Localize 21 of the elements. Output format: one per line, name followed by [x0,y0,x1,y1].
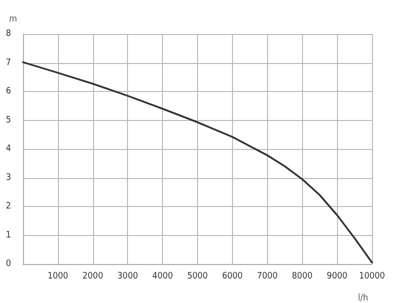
x-tick-label: 7000 [256,272,278,282]
y-tick-label: 1 [6,230,11,240]
x-tick-label: 10000 [359,272,385,282]
x-tick-label: 6000 [222,272,243,282]
y-tick-label: 8 [6,29,11,39]
y-tick-label: 2 [6,202,11,212]
x-tick-label: 3000 [117,272,138,282]
y-tick-label: 6 [6,86,11,96]
y-axis-title: m [9,14,18,24]
y-tick-label: 7 [6,58,11,68]
y-tick-label: 4 [6,144,11,154]
y-tick-label: 5 [6,115,11,126]
x-tick-label: 1000 [48,272,68,282]
y-tick-label: 3 [6,172,11,183]
x-tick-label: 2000 [82,272,104,282]
y-tick-label: 0 [6,259,11,269]
x-axis-title: l/h [358,294,368,303]
x-tick-label: 8000 [292,272,313,282]
x-tick-label: 5000 [187,272,208,282]
x-tick-label: 9000 [326,272,348,282]
x-tick-label: 4000 [152,272,173,282]
